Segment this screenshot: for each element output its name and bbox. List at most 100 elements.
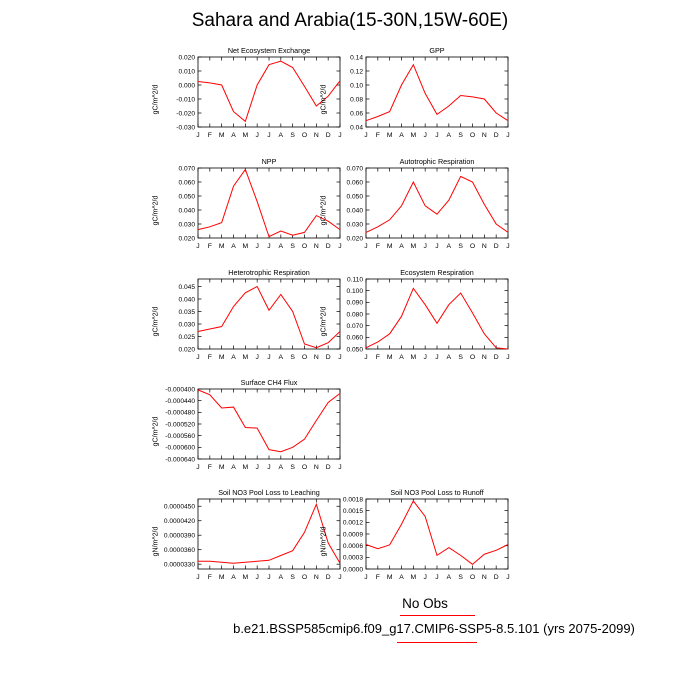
y-tick-label: 0.0012 — [343, 520, 364, 527]
x-tick-label: M — [242, 132, 248, 139]
x-tick-label: J — [267, 243, 270, 250]
chart-title: NPP — [261, 157, 277, 166]
x-tick-label: A — [279, 132, 284, 139]
series-line-hr — [197, 285, 341, 349]
chart-svg-leach: 0.0000450 0.0000420 0.0000390 0.0000360 0.00… — [164, 498, 342, 581]
x-tick-label: M — [219, 243, 225, 250]
x-tick-label: J — [435, 354, 438, 361]
plot-frame — [365, 498, 509, 570]
x-tick-label: N — [482, 354, 487, 361]
x-tick-label: M — [387, 354, 393, 361]
chart-panel-nee: 0.020 0.010 0.000 -0.010 -0.020 -0.030 J F M A M J J… — [153, 46, 360, 160]
x-tick-label: D — [494, 132, 499, 139]
page-title: Sahara and Arabia(15-30N,15W-60E) — [191, 10, 509, 31]
x-tick-label: J — [338, 132, 341, 139]
x-tick-label: F — [376, 354, 380, 361]
x-tick-label: J — [364, 574, 367, 581]
y-axis-label: gN/m^2/d — [320, 526, 328, 557]
y-tick-label: 0.090 — [346, 300, 363, 307]
x-tick-label: D — [326, 574, 331, 581]
chart-panel-leach: 0.0000450 0.0000420 0.0000390 0.0000360 0.00… — [153, 488, 360, 602]
x-tick-label: D — [326, 464, 331, 471]
x-tick-label: S — [458, 243, 463, 250]
x-tick-label: O — [302, 354, 307, 361]
x-tick-label: A — [399, 243, 404, 250]
y-tick-label: 0.035 — [178, 309, 195, 316]
x-tick-label: J — [364, 243, 367, 250]
x-tick-label: J — [196, 132, 199, 139]
x-tick-label: J — [364, 132, 367, 139]
case-label: b.e21.BSSP585cmip6.f09_g17.CMIP6-SSP5-8.… — [233, 621, 635, 636]
x-tick-label: J — [255, 464, 258, 471]
legend-label: No Obs — [402, 596, 448, 611]
x-tick-label: S — [458, 354, 463, 361]
chart-title: Surface CH4 Flux — [240, 378, 298, 387]
x-tick-label: O — [302, 243, 307, 250]
y-tick-label: 0.050 — [178, 193, 195, 200]
y-tick-label: 0.10 — [350, 82, 363, 89]
chart-title: Net Ecosystem Exchange — [227, 46, 311, 55]
y-tick-label: 0.030 — [178, 221, 195, 228]
x-tick-label: O — [302, 132, 307, 139]
chart-panel-er: 0.110 0.100 0.090 0.080 0.070 0.060 0.050 J F M A M… — [321, 268, 528, 382]
x-tick-label: S — [458, 574, 463, 581]
y-tick-label: 0.100 — [346, 288, 363, 295]
x-tick-label: J — [255, 243, 258, 250]
y-tick-label: 0.025 — [178, 334, 195, 341]
x-tick-label: D — [326, 243, 331, 250]
y-tick-label: 0.080 — [346, 311, 363, 318]
x-tick-label: J — [423, 243, 426, 250]
x-tick-label: A — [231, 354, 236, 361]
x-tick-label: O — [470, 243, 475, 250]
x-tick-label: A — [447, 354, 452, 361]
x-tick-label: A — [279, 243, 284, 250]
chart-title: GPP — [429, 46, 445, 55]
x-tick-label: N — [314, 354, 319, 361]
y-tick-label: 0.040 — [178, 296, 195, 303]
y-tick-label: 0.040 — [178, 207, 195, 214]
x-tick-label: A — [231, 464, 236, 471]
x-tick-label: O — [302, 574, 307, 581]
x-tick-label: M — [410, 132, 416, 139]
x-tick-label: F — [376, 574, 380, 581]
x-tick-label: J — [267, 464, 270, 471]
x-tick-label: J — [435, 574, 438, 581]
x-tick-label: F — [208, 132, 212, 139]
y-tick-label: -0.000480 — [165, 410, 195, 417]
x-tick-label: N — [314, 243, 319, 250]
x-tick-label: M — [410, 574, 416, 581]
y-axis-label: gC/m^2/d — [320, 195, 328, 226]
y-tick-label: 0.030 — [346, 221, 363, 228]
y-tick-label: 0.06 — [350, 110, 363, 117]
y-tick-label: 0.020 — [178, 346, 195, 353]
chart-panel-runoff: 0.0018 0.0015 0.0012 0.0009 0.0006 0.0003 0.00… — [321, 488, 528, 602]
y-tick-label: 0.0000390 — [164, 533, 196, 540]
x-tick-label: S — [290, 354, 295, 361]
x-tick-label: J — [267, 574, 270, 581]
y-tick-label: 0.08 — [350, 96, 363, 103]
y-tick-label: 0.060 — [346, 179, 363, 186]
series-line-npp — [197, 168, 341, 238]
x-tick-label: M — [242, 243, 248, 250]
x-tick-label: F — [376, 243, 380, 250]
x-tick-label: O — [470, 574, 475, 581]
x-tick-label: J — [506, 243, 509, 250]
x-tick-label: M — [219, 354, 225, 361]
x-tick-label: S — [290, 132, 295, 139]
y-tick-label: -0.000600 — [165, 445, 195, 452]
series-line-gpp — [365, 63, 509, 122]
y-tick-label: 0.0006 — [343, 543, 364, 550]
x-tick-label: J — [506, 354, 509, 361]
x-tick-label: S — [290, 464, 295, 471]
x-tick-label: A — [399, 132, 404, 139]
chart-panel-npp: 0.070 0.060 0.050 0.040 0.030 0.020 J F M A M J J A S O… — [153, 157, 360, 271]
y-tick-label: -0.020 — [176, 110, 195, 117]
y-tick-label: 0.030 — [178, 321, 195, 328]
series-line-ch4 — [197, 389, 341, 453]
x-tick-label: J — [423, 574, 426, 581]
x-tick-label: N — [482, 574, 487, 581]
y-tick-label: 0.070 — [178, 165, 195, 172]
